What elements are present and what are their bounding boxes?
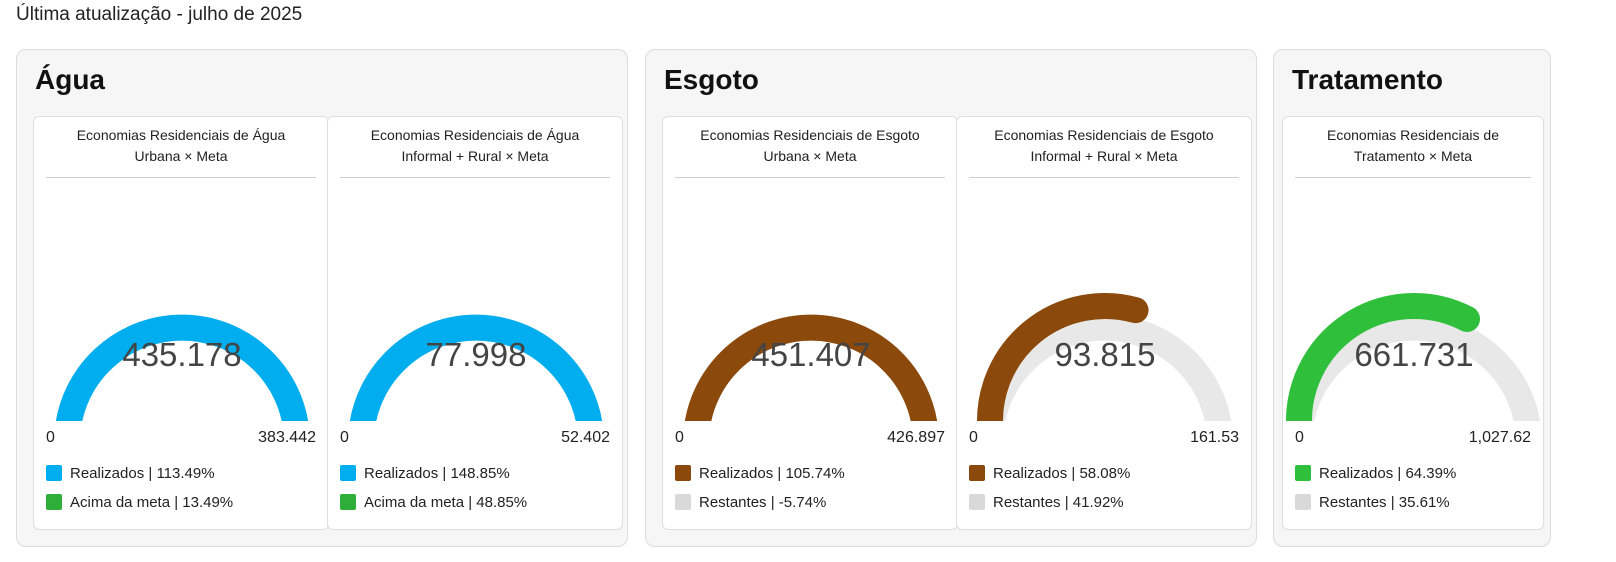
legend-swatch: [675, 494, 691, 510]
legend-swatch: [46, 494, 62, 510]
gauge-title-line2: Informal + Rural × Meta: [401, 148, 549, 164]
gauge-card: Economias Residenciais de Tratamento × Me…: [1282, 116, 1544, 530]
gauge-card: Economias Residenciais de Água Informal +…: [327, 116, 623, 530]
gauge-title: Economias Residenciais de Água Urbana × M…: [44, 125, 318, 167]
legend-swatch: [1295, 465, 1311, 481]
page-subtitle: Última atualização - julho de 2025: [16, 4, 303, 25]
gauge-value: 435.178: [122, 336, 241, 373]
panel-title: Água: [35, 64, 105, 95]
gauge-max-label: 426.897: [887, 429, 945, 446]
legend-swatch: [340, 494, 356, 510]
gauge-title: Economias Residenciais de Tratamento × Me…: [1293, 125, 1533, 167]
legend-label: Restantes | 41.92%: [993, 493, 1124, 511]
gauge-separator: [340, 177, 610, 178]
legend-label: Acima da meta | 13.49%: [70, 493, 234, 511]
gauge-separator: [1295, 177, 1531, 178]
legend-label: Acima da meta | 48.85%: [364, 493, 528, 511]
legend-item[interactable]: Acima da meta | 13.49%: [46, 492, 233, 512]
gauge-card: Economias Residenciais de Água Urbana × M…: [33, 116, 329, 530]
gauge-max-label: 52.402: [561, 429, 610, 446]
gauge-min-label: 0: [1295, 429, 1304, 446]
gauge-title: Economias Residenciais de Esgoto Informal…: [967, 125, 1241, 167]
legend-item[interactable]: Acima da meta | 48.85%: [340, 492, 527, 512]
gauge-title-line1: Economias Residenciais de Esgoto: [700, 127, 920, 143]
gauge-min-label: 0: [340, 429, 349, 446]
gauge-chart: 451.407: [684, 314, 938, 421]
panel-title: Esgoto: [664, 64, 759, 95]
gauge-value: 661.731: [1354, 336, 1473, 373]
gauge-chart: 93.815: [977, 293, 1232, 421]
legend-swatch: [675, 465, 691, 481]
legend-label: Realizados | 113.49%: [70, 464, 215, 482]
gauge-value: 93.815: [1055, 336, 1156, 373]
legend-label: Restantes | -5.74%: [699, 493, 827, 511]
gauge-legend: Realizados | 105.74% Restantes | -5.74%: [675, 463, 845, 521]
gauge-min-label: 0: [969, 429, 978, 446]
legend-label: Realizados | 105.74%: [699, 464, 845, 482]
panel-esgoto: Esgoto Economias Residenciais de Esgoto U…: [645, 49, 1257, 547]
legend-item[interactable]: Realizados | 64.39%: [1295, 463, 1456, 483]
legend-swatch: [969, 494, 985, 510]
legend-swatch: [46, 465, 62, 481]
gauge-fill-arc: [55, 314, 309, 421]
legend-swatch: [969, 465, 985, 481]
gauge-value: 77.998: [426, 336, 527, 373]
gauge-card: Economias Residenciais de Esgoto Urbana ×…: [662, 116, 958, 530]
legend-item[interactable]: Realizados | 58.08%: [969, 463, 1130, 483]
legend-label: Realizados | 64.39%: [1319, 464, 1457, 482]
gauge-fill-arc: [349, 314, 603, 421]
gauge-legend: Realizados | 148.85% Acima da meta | 48.8…: [340, 463, 527, 521]
gauge-min-label: 0: [675, 429, 684, 446]
gauge-card: Economias Residenciais de Esgoto Informal…: [956, 116, 1252, 530]
legend-item[interactable]: Realizados | 113.49%: [46, 463, 233, 483]
legend-label: Realizados | 58.08%: [993, 464, 1131, 482]
legend-swatch: [340, 465, 356, 481]
gauge-title-line1: Economias Residenciais de Água: [370, 127, 580, 143]
gauge-title-line2: Tratamento × Meta: [1353, 148, 1473, 164]
gauge-title: Economias Residenciais de Água Informal +…: [338, 125, 612, 167]
gauge-value: 451.407: [751, 336, 870, 373]
legend-label: Restantes | 35.61%: [1319, 493, 1450, 511]
gauge-max-label: 1,027.62: [1468, 429, 1531, 446]
gauge-title-line1: Economias Residenciais de: [1327, 127, 1499, 143]
legend-item[interactable]: Realizados | 148.85%: [340, 463, 527, 483]
gauge-chart: 435.178: [55, 314, 309, 421]
legend-item[interactable]: Restantes | -5.74%: [675, 492, 845, 512]
gauge-chart: 661.731: [1286, 293, 1541, 421]
gauge-max-label: 161.53: [1190, 429, 1239, 446]
gauge-title-line2: Urbana × Meta: [134, 148, 228, 164]
gauge-title-line2: Informal + Rural × Meta: [1030, 148, 1178, 164]
gauge-title: Economias Residenciais de Esgoto Urbana ×…: [673, 125, 947, 167]
gauge-separator: [969, 177, 1239, 178]
gauge-legend: Realizados | 113.49% Acima da meta | 13.4…: [46, 463, 233, 521]
gauge-separator: [46, 177, 316, 178]
legend-item[interactable]: Restantes | 35.61%: [1295, 492, 1456, 512]
gauge-legend: Realizados | 58.08% Restantes | 41.92%: [969, 463, 1130, 521]
legend-item[interactable]: Realizados | 105.74%: [675, 463, 845, 483]
gauge-title-line1: Economias Residenciais de Água: [76, 127, 286, 143]
gauge-max-label: 383.442: [258, 429, 316, 446]
gauge-title-line1: Economias Residenciais de Esgoto: [994, 127, 1214, 143]
panel-title: Tratamento: [1292, 64, 1443, 95]
gauge-legend: Realizados | 64.39% Restantes | 35.61%: [1295, 463, 1456, 521]
panel-tratamento: Tratamento Economias Residenciais de Trat…: [1273, 49, 1551, 547]
gauge-chart: 77.998: [349, 314, 603, 421]
gauge-separator: [675, 177, 945, 178]
gauge-title-line2: Urbana × Meta: [763, 148, 857, 164]
panel-agua: Água Economias Residenciais de Água Urban…: [16, 49, 628, 547]
legend-swatch: [1295, 494, 1311, 510]
legend-item[interactable]: Restantes | 41.92%: [969, 492, 1130, 512]
legend-label: Realizados | 148.85%: [364, 464, 510, 482]
gauge-fill-arc: [977, 293, 1149, 421]
gauge-min-label: 0: [46, 429, 55, 446]
gauge-fill-arc: [684, 314, 938, 421]
gauge-fill-arc: [1286, 293, 1481, 421]
